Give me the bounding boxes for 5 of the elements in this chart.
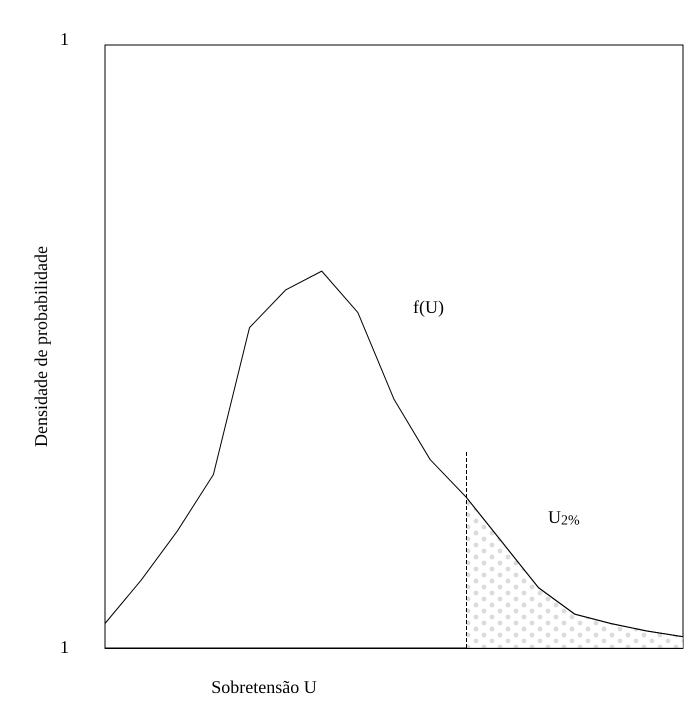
text: 1 bbox=[60, 637, 69, 657]
y-axis-title: Densidade de probabilidade bbox=[31, 246, 51, 447]
text: 1 bbox=[60, 29, 69, 49]
annotation: f(U) bbox=[413, 297, 444, 317]
x-axis-title: Sobretensão U bbox=[211, 677, 317, 697]
